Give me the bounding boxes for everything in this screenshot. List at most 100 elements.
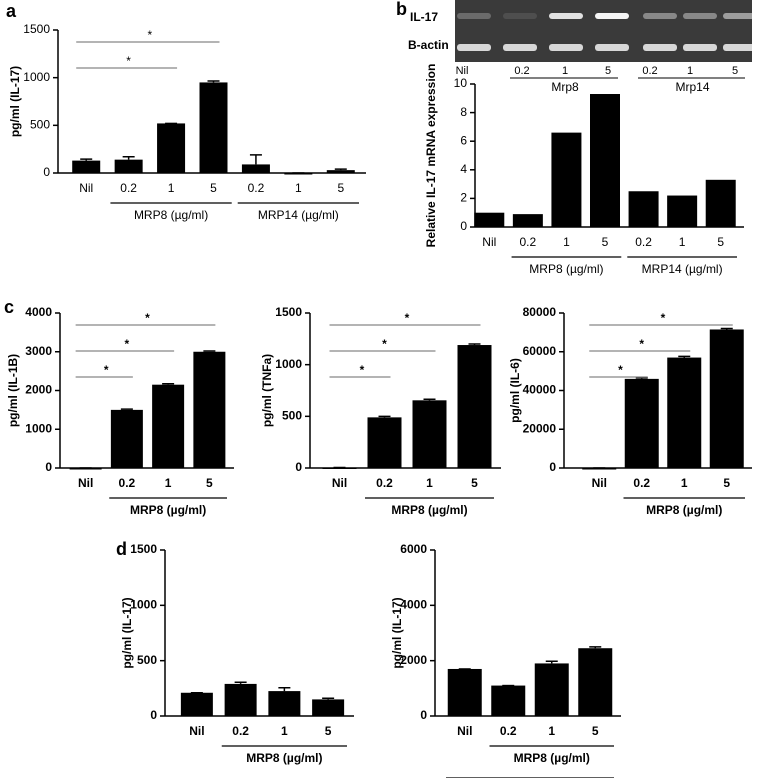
y-tick-label: 0	[549, 460, 556, 474]
significance-label: *	[125, 337, 130, 351]
bar	[457, 345, 492, 468]
bar	[709, 329, 744, 468]
gel-group-label: Mrp14	[675, 80, 709, 94]
gel-band	[643, 44, 677, 51]
y-tick-label: 500	[137, 653, 157, 667]
x-tick-label: Nil	[79, 181, 93, 195]
y-tick-label: 0	[150, 708, 157, 722]
x-tick-label: 0.2	[520, 235, 537, 249]
error-bar	[545, 660, 558, 664]
x-tick-label: 0.2	[376, 476, 393, 490]
group-label: MRP14 (µg/ml)	[258, 208, 339, 222]
error-bar	[80, 158, 93, 161]
error-bar	[678, 355, 691, 358]
y-axis-label: pg/ml (IL-17)	[390, 597, 404, 668]
significance-label: *	[148, 28, 153, 42]
y-tick-label: 0	[295, 460, 302, 474]
y-tick-label: 1000	[23, 70, 50, 84]
gel-band	[683, 13, 717, 19]
x-tick-label: 0.2	[119, 476, 136, 490]
significance-label: *	[145, 311, 150, 325]
y-tick-label: 6000	[400, 542, 427, 556]
gel-lane-label: 5	[605, 65, 611, 77]
gel-band	[457, 44, 491, 51]
x-tick-label: 1	[165, 476, 172, 490]
y-axis-label: Relative IL-17 mRNA expression	[424, 64, 438, 248]
bar	[667, 195, 698, 227]
error-bar	[234, 681, 247, 684]
bar	[628, 191, 659, 227]
y-tick-label: 1500	[130, 542, 157, 556]
x-tick-label: 5	[337, 181, 344, 195]
gel-lane-label: 0.2	[642, 65, 657, 77]
x-tick-label: 1	[548, 724, 555, 738]
y-axis-label: pg/ml (TNFa)	[260, 354, 274, 427]
significance-label: *	[661, 311, 666, 325]
bar	[705, 179, 736, 227]
panel-letter: a	[6, 1, 17, 21]
gel-band	[503, 44, 537, 51]
bar	[110, 409, 143, 468]
x-tick-label: 1	[426, 476, 433, 490]
x-tick-label: Nil	[592, 476, 607, 490]
gel-band	[723, 13, 757, 19]
y-tick-label: 500	[282, 409, 302, 423]
error-bar	[207, 80, 220, 83]
y-tick-label: 10	[454, 76, 468, 90]
y-tick-label: 0	[43, 165, 50, 179]
bar	[578, 648, 613, 716]
x-tick-label: Nil	[482, 235, 496, 249]
x-tick-label: 1	[679, 235, 686, 249]
error-bar	[162, 382, 175, 385]
x-tick-label: Nil	[189, 724, 204, 738]
error-bar	[122, 156, 135, 160]
chart: 0 2 4 6 8 10 Relative IL-17 mRNA expression Nil…	[396, 0, 744, 276]
bar	[590, 94, 620, 227]
y-tick-label: 1000	[25, 421, 52, 435]
x-tick-label: 1	[563, 235, 570, 249]
y-tick-label: 6	[460, 133, 467, 147]
group-label: MRP14 (µg/ml)	[642, 262, 723, 276]
group-label: MRP8 (µg/ml)	[646, 503, 722, 517]
significance-label: *	[382, 337, 387, 351]
group-label: MRP8 (µg/ml)	[391, 503, 467, 517]
x-tick-label: 0.2	[633, 476, 650, 490]
group-label: MRP8 (µg/ml)	[134, 208, 208, 222]
y-tick-label: 80000	[523, 305, 557, 319]
gel-band	[643, 13, 677, 19]
chart: 0 500 1000 1500 pg/ml (TNFa) Nil 0.2 1 5 MRP8 (µg…	[260, 305, 501, 517]
bar	[224, 683, 257, 716]
x-tick-label: 1	[681, 476, 688, 490]
y-tick-label: 0	[460, 219, 467, 233]
error-bar	[203, 350, 216, 352]
x-tick-label: Nil	[78, 476, 93, 490]
gel-lane-label: Nil	[456, 65, 469, 77]
bar	[268, 691, 301, 716]
x-tick-label: Nil	[332, 476, 347, 490]
y-tick-label: 1000	[130, 598, 157, 612]
error-bar	[589, 646, 602, 649]
gel-band	[549, 44, 583, 51]
gel-lane-label: 1	[562, 65, 568, 77]
significance-label: *	[360, 363, 365, 377]
error-bar	[423, 398, 436, 401]
bar	[193, 351, 226, 468]
y-tick-label: 4	[460, 162, 467, 176]
error-bar	[334, 168, 347, 171]
bar	[152, 384, 185, 468]
x-tick-label: 5	[592, 724, 599, 738]
group-label: MRP8 (µg/ml)	[514, 751, 590, 765]
error-bar	[635, 377, 648, 379]
chart: 0 1000 2000 3000 4000 pg/ml (IL-1B) Nil 0.2 1 5MR…	[4, 297, 234, 517]
y-tick-label: 60000	[523, 344, 557, 358]
gel-band	[595, 13, 629, 19]
significance-label: *	[639, 337, 644, 351]
y-tick-label: 1500	[275, 305, 302, 319]
bar	[412, 400, 447, 468]
y-tick-label: 2000	[400, 653, 427, 667]
y-tick-label: 2	[460, 191, 467, 205]
significance-label: *	[104, 363, 109, 377]
x-tick-label: 5	[325, 724, 332, 738]
